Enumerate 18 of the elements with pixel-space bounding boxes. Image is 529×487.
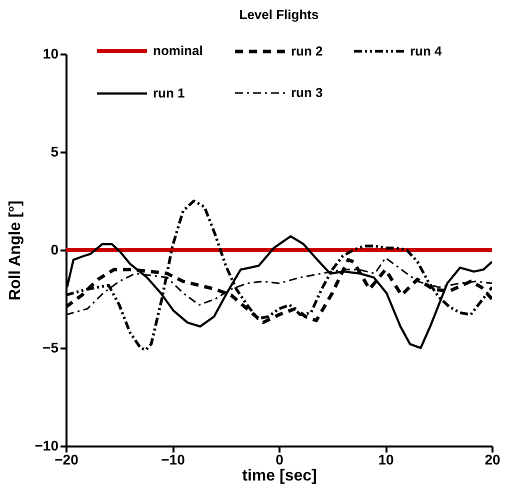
x-tick-label: 20 <box>484 452 500 468</box>
y-tick-label: 5 <box>50 144 59 160</box>
x-tick-label: 10 <box>378 452 394 468</box>
x-tick-label: −10 <box>161 452 186 468</box>
x-axis-title: time [sec] <box>242 468 317 484</box>
y-tick-label: 0 <box>50 242 59 258</box>
x-tick-label: 0 <box>276 452 284 468</box>
y-tick-label: −5 <box>42 340 59 356</box>
y-tick-label: −10 <box>34 438 59 454</box>
y-tick-label: 10 <box>42 46 59 62</box>
legend-label: nominal <box>153 43 203 58</box>
legend-label: run 4 <box>410 43 443 58</box>
chart-title: Level Flights <box>239 7 319 22</box>
legend-label: run 2 <box>291 44 323 58</box>
legend-label: run 1 <box>153 86 185 100</box>
legend-label: run 3 <box>291 85 323 100</box>
x-tick-label: −20 <box>54 452 79 468</box>
y-axis-title: Roll Angle [°] <box>6 200 24 301</box>
